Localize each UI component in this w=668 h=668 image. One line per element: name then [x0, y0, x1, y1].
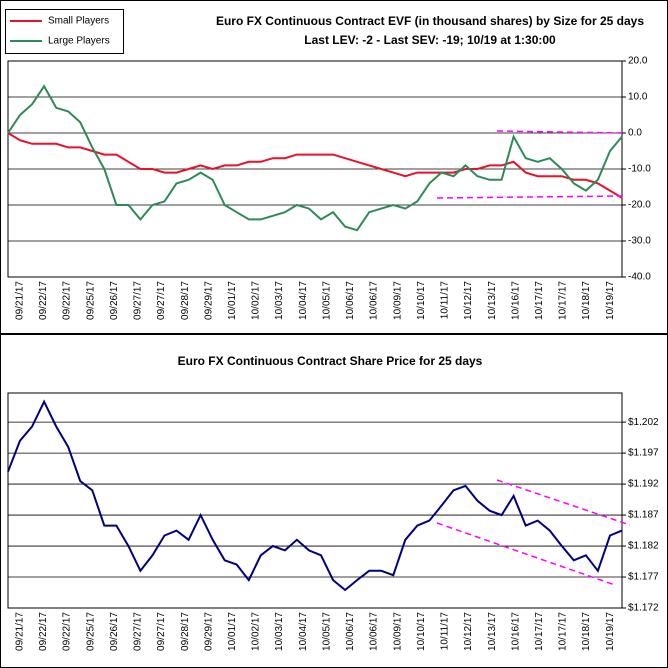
y-tick-label: 20.0 — [628, 56, 648, 67]
x-tick-label: 09/28/17 — [180, 612, 191, 651]
x-tick-label: 09/27/17 — [156, 612, 167, 651]
y-tick-label: $1.192 — [628, 479, 659, 490]
x-tick-label: 10/12/17 — [463, 281, 474, 320]
x-tick-label: 09/22/17 — [62, 281, 73, 320]
chart-subtitle: Last LEV: -2 - Last SEV: -19; 10/19 at 1… — [304, 33, 556, 47]
trend-line — [496, 479, 631, 526]
y-tick-label: -40.0 — [628, 272, 651, 283]
x-tick-label: 10/03/17 — [274, 612, 285, 651]
x-tick-label: 09/28/17 — [180, 281, 191, 320]
x-tick-label: 09/21/17 — [14, 612, 25, 651]
x-tick-label: 10/18/17 — [581, 281, 592, 320]
y-tick-label: -20.0 — [628, 200, 651, 211]
y-tick-label: $1.182 — [628, 541, 659, 552]
chart-title: Euro FX Continuous Contract Share Price … — [178, 354, 483, 368]
series-line — [7, 84, 623, 232]
x-tick-label: 10/19/17 — [605, 281, 616, 320]
y-tick-label: $1.202 — [628, 417, 659, 428]
trend-line — [436, 522, 616, 586]
chart-title: Euro FX Continuous Contract EVF (in thou… — [216, 14, 644, 28]
x-tick-label: 10/02/17 — [251, 612, 262, 651]
y-tick-label: $1.197 — [628, 448, 659, 459]
x-tick-label: 09/27/17 — [133, 612, 144, 651]
series-line — [7, 132, 623, 199]
x-tick-label: 09/25/17 — [85, 281, 96, 320]
x-tick-label: 10/02/17 — [251, 281, 262, 320]
x-tick-label: 10/09/17 — [392, 612, 403, 651]
x-tick-label: 10/09/17 — [392, 281, 403, 320]
x-tick-label: 10/03/17 — [274, 281, 285, 320]
x-tick-label: 10/01/17 — [227, 612, 238, 651]
x-tick-label: 10/06/17 — [369, 612, 380, 651]
x-tick-label: 09/22/17 — [38, 281, 49, 320]
x-tick-label: 10/11/17 — [440, 281, 451, 320]
y-tick-label: $1.187 — [628, 510, 659, 521]
x-tick-label: 10/17/17 — [534, 612, 545, 651]
x-tick-label: 10/19/17 — [605, 612, 616, 651]
series-line — [7, 399, 623, 592]
x-tick-label: 09/25/17 — [85, 612, 96, 651]
plot-area — [7, 392, 623, 609]
y-tick-label: 0.0 — [628, 128, 642, 139]
legend-label: Large Players — [48, 36, 110, 47]
x-tick-label: 10/17/17 — [558, 612, 569, 651]
x-tick-label: 09/22/17 — [38, 612, 49, 651]
x-tick-label: 10/13/17 — [487, 612, 498, 651]
x-tick-label: 09/27/17 — [156, 281, 167, 320]
x-tick-label: 10/18/17 — [581, 612, 592, 651]
x-tick-label: 10/17/17 — [558, 281, 569, 320]
y-tick-label: $1.177 — [628, 572, 659, 583]
x-tick-label: 10/04/17 — [298, 281, 309, 320]
x-tick-label: 09/29/17 — [203, 612, 214, 651]
x-tick-label: 10/01/17 — [227, 281, 238, 320]
x-tick-label: 10/06/17 — [345, 612, 356, 651]
trend-lines — [436, 130, 631, 586]
x-tick-label: 10/11/17 — [440, 612, 451, 651]
x-tick-label: 10/05/17 — [321, 281, 332, 320]
y-tick-label: 10.0 — [628, 92, 648, 103]
x-tick-label: 09/29/17 — [203, 281, 214, 320]
x-tick-label: 09/26/17 — [109, 281, 120, 320]
x-tick-label: 10/10/17 — [416, 612, 427, 651]
x-tick-label: 10/06/17 — [345, 281, 356, 320]
legend — [5, 9, 124, 54]
x-tick-label: 09/21/17 — [14, 281, 25, 320]
x-tick-label: 09/27/17 — [133, 281, 144, 320]
y-tick-label: $1.172 — [628, 603, 659, 614]
trend-line — [436, 195, 623, 199]
x-tick-label: 10/17/17 — [534, 281, 545, 320]
x-tick-label: 10/05/17 — [321, 612, 332, 651]
x-tick-label: 10/04/17 — [298, 612, 309, 651]
x-tick-label: 10/10/17 — [416, 281, 427, 320]
legend-label: Small Players — [48, 16, 109, 27]
x-tick-label: 10/13/17 — [487, 281, 498, 320]
x-tick-label: 09/22/17 — [62, 612, 73, 651]
y-tick-label: -30.0 — [628, 236, 651, 247]
trend-line — [496, 130, 623, 134]
x-tick-label: 09/26/17 — [109, 612, 120, 651]
x-tick-label: 10/12/17 — [463, 612, 474, 651]
x-tick-label: 10/16/17 — [510, 612, 521, 651]
x-tick-label: 10/06/17 — [369, 281, 380, 320]
y-tick-label: -10.0 — [628, 164, 651, 175]
x-tick-label: 10/16/17 — [510, 281, 521, 320]
